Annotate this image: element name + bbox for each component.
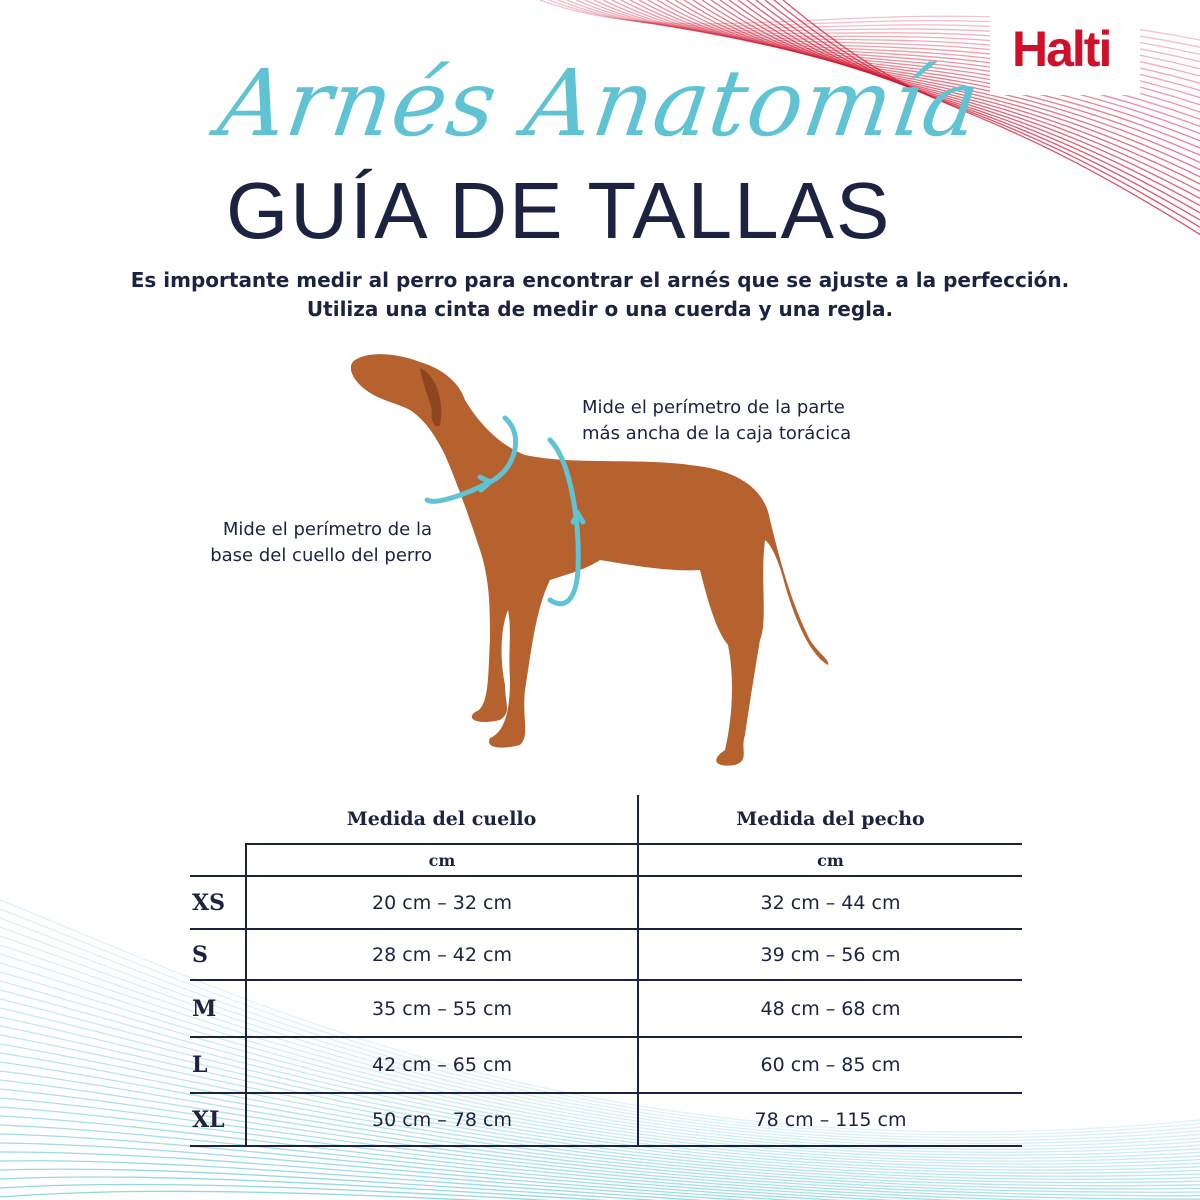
intro-line-2: Utiliza una cinta de medir o una cuerda … [306, 297, 894, 321]
red-wave-line [656, 0, 1200, 135]
red-wave-line [665, 0, 1200, 142]
chest-range: 39 cm – 56 cm [637, 929, 1022, 981]
chest-range: 32 cm – 44 cm [637, 876, 1022, 930]
neck-unit: cm [245, 843, 638, 877]
neck-range: 42 cm – 65 cm [245, 1037, 638, 1094]
teal-wave-line [0, 1176, 610, 1200]
teal-wave-line [0, 1168, 659, 1200]
unit-blank [190, 844, 246, 877]
red-wave-line [746, 0, 1200, 207]
red-wave-line [737, 0, 1200, 199]
teal-wave-line [0, 1183, 553, 1200]
table-header-row: Medida del cuello Medida del pecho [190, 795, 1022, 844]
product-name-title: Arnés Anatomía [212, 50, 987, 157]
dog-body [350, 354, 829, 766]
table-row: XL 50 cm – 78 cm 78 cm – 115 cm [190, 1093, 1022, 1147]
table-row: L 42 cm – 65 cm 60 cm – 85 cm [190, 1037, 1022, 1094]
teal-wave-line [0, 1106, 1050, 1200]
red-wave-line [773, 0, 1200, 228]
chest-range: 78 cm – 115 cm [637, 1093, 1022, 1147]
size-label: M [190, 980, 246, 1038]
halti-logo: Halti [1012, 21, 1112, 77]
logo-box [990, 0, 1140, 95]
table-row: XS 20 cm – 32 cm 32 cm – 44 cm [190, 876, 1022, 930]
teal-wave-line [0, 1160, 706, 1200]
chest-range: 60 cm – 85 cm [637, 1037, 1022, 1094]
chest-measure-arrow [547, 437, 581, 607]
neck-measure-note: Mide el perímetro de la base del cuello … [180, 517, 432, 569]
size-header-blank [190, 795, 246, 844]
chest-measure-note: Mide el perímetro de la parte más ancha … [582, 395, 851, 447]
chest-range: 48 cm – 68 cm [637, 980, 1022, 1038]
red-wave-line [755, 0, 1200, 214]
neck-range: 50 cm – 78 cm [245, 1093, 638, 1147]
teal-wave-line [0, 1190, 484, 1200]
neck-header: Medida del cuello [346, 808, 537, 830]
teal-wave-line [0, 1124, 897, 1200]
measure-arrows [424, 415, 586, 607]
neck-range: 35 cm – 55 cm [245, 980, 638, 1038]
chest-header: Medida del pecho [637, 795, 1022, 844]
size-label: XL [190, 1093, 246, 1147]
table-row: M 35 cm – 55 cm 48 cm – 68 cm [190, 980, 1022, 1038]
chest-note-line: Mide el perímetro de la parte [582, 397, 845, 418]
neck-note-line: base del cuello del perro [210, 545, 432, 566]
teal-wave-line [0, 1115, 960, 1200]
neck-range: 28 cm – 42 cm [245, 929, 638, 981]
teal-wave-line [0, 1079, 1200, 1193]
teal-wave-line [0, 1088, 1200, 1197]
size-label: L [190, 1037, 246, 1094]
neck-range: 20 cm – 32 cm [245, 876, 638, 930]
teal-wave-line [0, 1151, 751, 1200]
dog-illustration [350, 354, 829, 766]
teal-wave-line [0, 1097, 1200, 1200]
neck-note-line: Mide el perímetro de la [222, 519, 432, 540]
teal-wave-line [0, 1133, 845, 1200]
size-label: XS [190, 876, 246, 930]
red-wave-line [782, 0, 1200, 235]
size-label: S [190, 929, 246, 981]
size-table: Medida del cuello Medida del pecho cm cm… [190, 795, 1022, 1147]
teal-wave-line [0, 1142, 797, 1200]
red-wave-line [728, 0, 1200, 192]
red-wave-line [719, 0, 1200, 185]
red-wave-line [674, 0, 1200, 149]
red-wave-line [764, 0, 1200, 221]
intro-line-1: Es importante medir al perro para encont… [130, 268, 1070, 292]
chest-unit: cm [637, 843, 1022, 877]
chest-note-line: más ancha de la caja torácica [582, 423, 852, 444]
page-title: GUÍA DE TALLAS [226, 166, 892, 255]
red-wave-line [683, 0, 1200, 156]
table-row: S 28 cm – 42 cm 39 cm – 56 cm [190, 929, 1022, 981]
red-wave-line [701, 0, 1200, 171]
red-wave-line [692, 0, 1200, 163]
red-wave-line [710, 0, 1200, 178]
unit-row: cm cm [190, 843, 1022, 877]
